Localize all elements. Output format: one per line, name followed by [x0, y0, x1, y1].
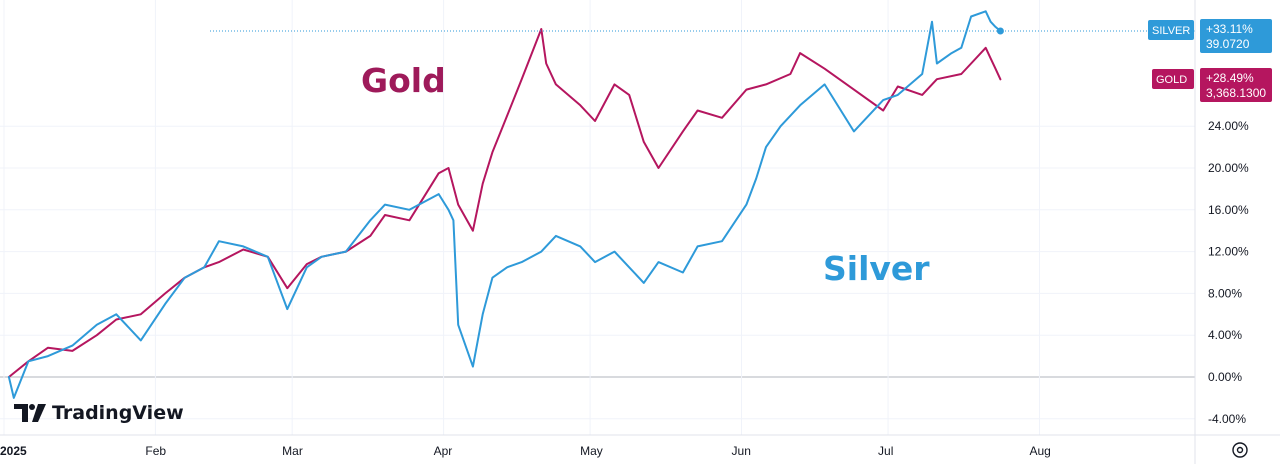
- annotation-gold: Gold: [361, 61, 446, 100]
- series-line-silver: [7, 10, 1002, 399]
- price-tag-name-box: [1148, 20, 1194, 40]
- tradingview-logo[interactable]: TradingView: [14, 402, 184, 424]
- silver-last-point: [996, 27, 1004, 35]
- price-tag-gold: GOLD +28.49%3,368.1300: [1152, 68, 1272, 102]
- price-tag-value-box: [1200, 19, 1272, 53]
- x-tick-label: Feb: [145, 444, 166, 458]
- x-tick-label: Jul: [878, 444, 893, 458]
- series-annotations: Gold Silver: [361, 61, 930, 288]
- price-tags: SILVER +33.11%39.0720 GOLD +28.49%3,368.130…: [1148, 19, 1272, 102]
- series-line-gold: [7, 28, 1002, 378]
- price-tag-price: 3,368.1300: [1206, 86, 1266, 100]
- x-tick-label: Apr: [434, 444, 453, 458]
- y-tick-label: 24.00%: [1208, 119, 1249, 133]
- tradingview-logo-icon: [14, 404, 46, 422]
- price-tag-change: +33.11%: [1206, 22, 1253, 36]
- x-tick-label: 2025: [0, 444, 27, 458]
- x-axis[interactable]: 2025 Feb Mar Apr May Jun Jul Aug: [0, 434, 1280, 458]
- x-tick-label: Mar: [282, 444, 303, 458]
- gear-icon[interactable]: [1232, 442, 1248, 458]
- grid-lines: [0, 0, 1195, 435]
- price-tag-price: 39.0720: [1206, 37, 1250, 51]
- x-tick-label: May: [580, 444, 603, 458]
- y-tick-label: -4.00%: [1208, 412, 1246, 426]
- tradingview-logo-text: TradingView: [52, 402, 184, 424]
- series-lines: [7, 10, 1195, 399]
- price-tag-value-box: [1200, 68, 1272, 102]
- y-tick-label: 8.00%: [1208, 286, 1242, 300]
- y-tick-label: 20.00%: [1208, 161, 1249, 175]
- y-tick-label: 0.00%: [1208, 370, 1242, 384]
- y-tick-label: 16.00%: [1208, 203, 1249, 217]
- x-tick-label: Aug: [1029, 444, 1050, 458]
- price-tag-name: SILVER: [1152, 25, 1190, 37]
- x-tick-label: Jun: [732, 444, 751, 458]
- price-tag-silver: SILVER +33.11%39.0720: [1148, 19, 1272, 53]
- y-tick-label: 12.00%: [1208, 245, 1249, 259]
- y-axis: -4.00% 0.00% 4.00% 8.00% 12.00% 16.00% 20.00% 2…: [1194, 0, 1249, 464]
- price-tag-name: GOLD: [1156, 74, 1187, 86]
- price-tag-change: +28.49%: [1206, 71, 1254, 85]
- y-tick-label: 4.00%: [1208, 328, 1242, 342]
- price-tag-name-box: [1152, 69, 1194, 89]
- annotation-silver: Silver: [823, 249, 930, 288]
